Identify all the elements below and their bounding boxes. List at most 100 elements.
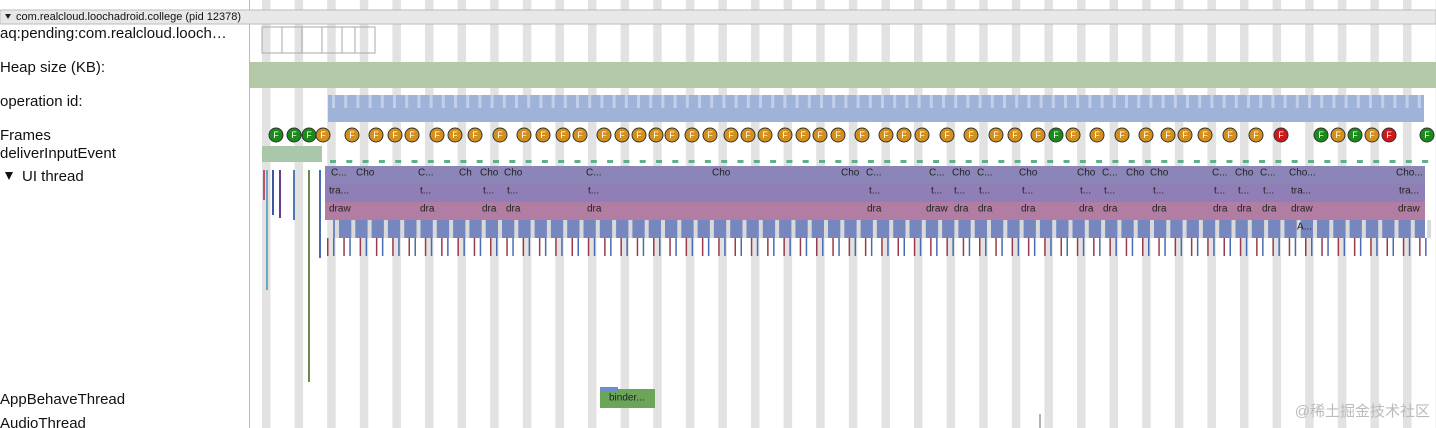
slice-label[interactable]: t... <box>979 186 990 197</box>
frame-marker[interactable] <box>286 127 302 143</box>
frame-marker[interactable] <box>1313 127 1329 143</box>
slice-label[interactable]: t... <box>420 186 431 197</box>
frame-marker[interactable] <box>467 127 483 143</box>
frame-marker[interactable] <box>812 127 828 143</box>
slice-label[interactable]: C... <box>418 168 434 179</box>
frame-marker[interactable] <box>1197 127 1213 143</box>
frame-marker[interactable] <box>988 127 1004 143</box>
slice-label[interactable]: dra <box>978 204 993 215</box>
slice-label[interactable]: dra <box>506 204 521 215</box>
slice-label[interactable]: draw <box>926 204 948 215</box>
slice-label[interactable]: draw <box>1291 204 1313 215</box>
slice-label[interactable]: dra <box>1021 204 1036 215</box>
frame-marker[interactable] <box>648 127 664 143</box>
slice-label[interactable]: dra <box>1103 204 1118 215</box>
collapse-arrow[interactable] <box>5 14 11 19</box>
slice-label[interactable]: C... <box>331 168 347 179</box>
slice-label[interactable]: C... <box>929 168 945 179</box>
frame-marker[interactable] <box>447 127 463 143</box>
slice-label[interactable]: dra <box>1262 204 1277 215</box>
slice-label[interactable]: t... <box>1080 186 1091 197</box>
slice-label[interactable]: dra <box>1152 204 1167 215</box>
slice-label[interactable]: dra <box>482 204 497 215</box>
slice-label[interactable]: Cho <box>504 168 523 179</box>
frame-marker[interactable] <box>1364 127 1380 143</box>
slice-label[interactable]: tra... <box>329 186 349 197</box>
frame-marker[interactable] <box>795 127 811 143</box>
slice-label[interactable]: t... <box>1022 186 1033 197</box>
slice-label[interactable]: t... <box>931 186 942 197</box>
slice-label[interactable]: t... <box>1263 186 1274 197</box>
slice-label[interactable]: C... <box>586 168 602 179</box>
frame-marker[interactable] <box>1048 127 1064 143</box>
slice-label[interactable]: t... <box>507 186 518 197</box>
process-header[interactable] <box>0 9 1436 25</box>
frame-marker[interactable] <box>1138 127 1154 143</box>
frame-marker[interactable] <box>664 127 680 143</box>
slice-label[interactable]: dra <box>954 204 969 215</box>
slice-label[interactable]: C... <box>1102 168 1118 179</box>
slice-label[interactable]: Ch <box>459 168 472 179</box>
frame-marker[interactable] <box>939 127 955 143</box>
slice-label[interactable]: Cho <box>480 168 499 179</box>
frame-marker[interactable] <box>1347 127 1363 143</box>
frame-marker[interactable] <box>1177 127 1193 143</box>
slice-label[interactable]: t... <box>1214 186 1225 197</box>
slice-label[interactable]: Cho <box>952 168 971 179</box>
frame-marker[interactable] <box>631 127 647 143</box>
frame-marker[interactable] <box>596 127 612 143</box>
slice-label[interactable]: dra <box>587 204 602 215</box>
slice-label[interactable]: C... <box>1212 168 1228 179</box>
binder-slice[interactable] <box>600 389 655 408</box>
frame-marker[interactable] <box>344 127 360 143</box>
slice-label[interactable]: binder... <box>609 393 645 404</box>
frame-marker[interactable] <box>1419 127 1435 143</box>
slice-label[interactable]: dra <box>867 204 882 215</box>
slice-label[interactable]: Cho <box>1150 168 1169 179</box>
frame-marker[interactable] <box>555 127 571 143</box>
frame-marker[interactable] <box>757 127 773 143</box>
frame-marker[interactable] <box>429 127 445 143</box>
frame-marker[interactable] <box>614 127 630 143</box>
frame-marker[interactable] <box>914 127 930 143</box>
slice-label[interactable]: Cho <box>1019 168 1038 179</box>
slice-label[interactable]: Cho... <box>1396 168 1423 179</box>
slice-label[interactable]: t... <box>1153 186 1164 197</box>
slice-label[interactable]: Cho <box>712 168 731 179</box>
frame-marker[interactable] <box>1330 127 1346 143</box>
frame-marker[interactable] <box>1114 127 1130 143</box>
frame-marker[interactable] <box>404 127 420 143</box>
frame-marker[interactable] <box>830 127 846 143</box>
frame-marker[interactable] <box>963 127 979 143</box>
frame-marker[interactable] <box>1065 127 1081 143</box>
frame-marker[interactable] <box>1273 127 1289 143</box>
frame-marker[interactable] <box>702 127 718 143</box>
slice-label[interactable]: dra <box>1213 204 1228 215</box>
frame-marker[interactable] <box>368 127 384 143</box>
frame-marker[interactable] <box>535 127 551 143</box>
slice-label[interactable]: dra <box>1237 204 1252 215</box>
slice-label[interactable]: dra <box>420 204 435 215</box>
slice-label[interactable]: Cho... <box>1289 168 1316 179</box>
frame-marker[interactable] <box>896 127 912 143</box>
slice-label[interactable]: t... <box>588 186 599 197</box>
frame-marker[interactable] <box>572 127 588 143</box>
slice-label[interactable]: A... <box>1297 222 1312 233</box>
slice-label[interactable]: tra... <box>1399 186 1419 197</box>
frame-marker[interactable] <box>315 127 331 143</box>
frame-marker[interactable] <box>516 127 532 143</box>
slice-label[interactable]: Cho <box>1235 168 1254 179</box>
slice-label[interactable]: Cho <box>1126 168 1145 179</box>
frame-marker[interactable] <box>684 127 700 143</box>
slice-label[interactable]: C... <box>977 168 993 179</box>
frame-marker[interactable] <box>723 127 739 143</box>
frame-marker[interactable] <box>268 127 284 143</box>
frame-marker[interactable] <box>1381 127 1397 143</box>
frame-marker[interactable] <box>878 127 894 143</box>
slice-label[interactable]: Cho <box>841 168 860 179</box>
frame-marker[interactable] <box>1030 127 1046 143</box>
slice-label[interactable]: t... <box>954 186 965 197</box>
slice-label[interactable]: t... <box>1238 186 1249 197</box>
frame-marker[interactable] <box>1248 127 1264 143</box>
frame-marker[interactable] <box>777 127 793 143</box>
